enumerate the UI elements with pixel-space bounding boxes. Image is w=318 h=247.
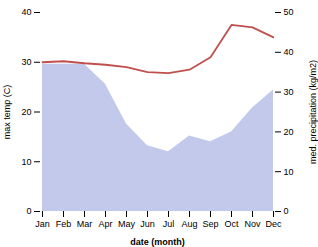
svg-text:0: 0 [26,206,31,216]
svg-text:med. precipitation (kg/m2): med. precipitation (kg/m2) [308,60,318,164]
svg-text:20: 20 [21,107,31,117]
svg-text:Jun: Jun [140,219,155,229]
svg-text:May: May [118,219,136,229]
svg-text:Jul: Jul [163,219,175,229]
svg-text:0: 0 [284,206,289,216]
svg-text:30: 30 [21,57,31,67]
svg-text:Nov: Nov [244,219,261,229]
svg-text:50: 50 [284,7,294,17]
svg-text:Jan: Jan [35,219,50,229]
svg-text:40: 40 [284,47,294,57]
svg-text:Apr: Apr [98,219,112,229]
svg-text:max temp (C): max temp (C) [2,85,12,140]
svg-text:Sep: Sep [202,219,218,229]
svg-text:Oct: Oct [224,219,239,229]
svg-text:Dec: Dec [265,219,282,229]
svg-text:date (month): date (month) [130,237,185,247]
svg-text:40: 40 [21,7,31,17]
svg-text:20: 20 [284,127,294,137]
svg-text:10: 10 [284,167,294,177]
svg-text:Aug: Aug [181,219,197,229]
svg-text:10: 10 [21,157,31,167]
svg-text:30: 30 [284,87,294,97]
svg-text:Mar: Mar [77,219,93,229]
svg-text:Feb: Feb [56,219,72,229]
